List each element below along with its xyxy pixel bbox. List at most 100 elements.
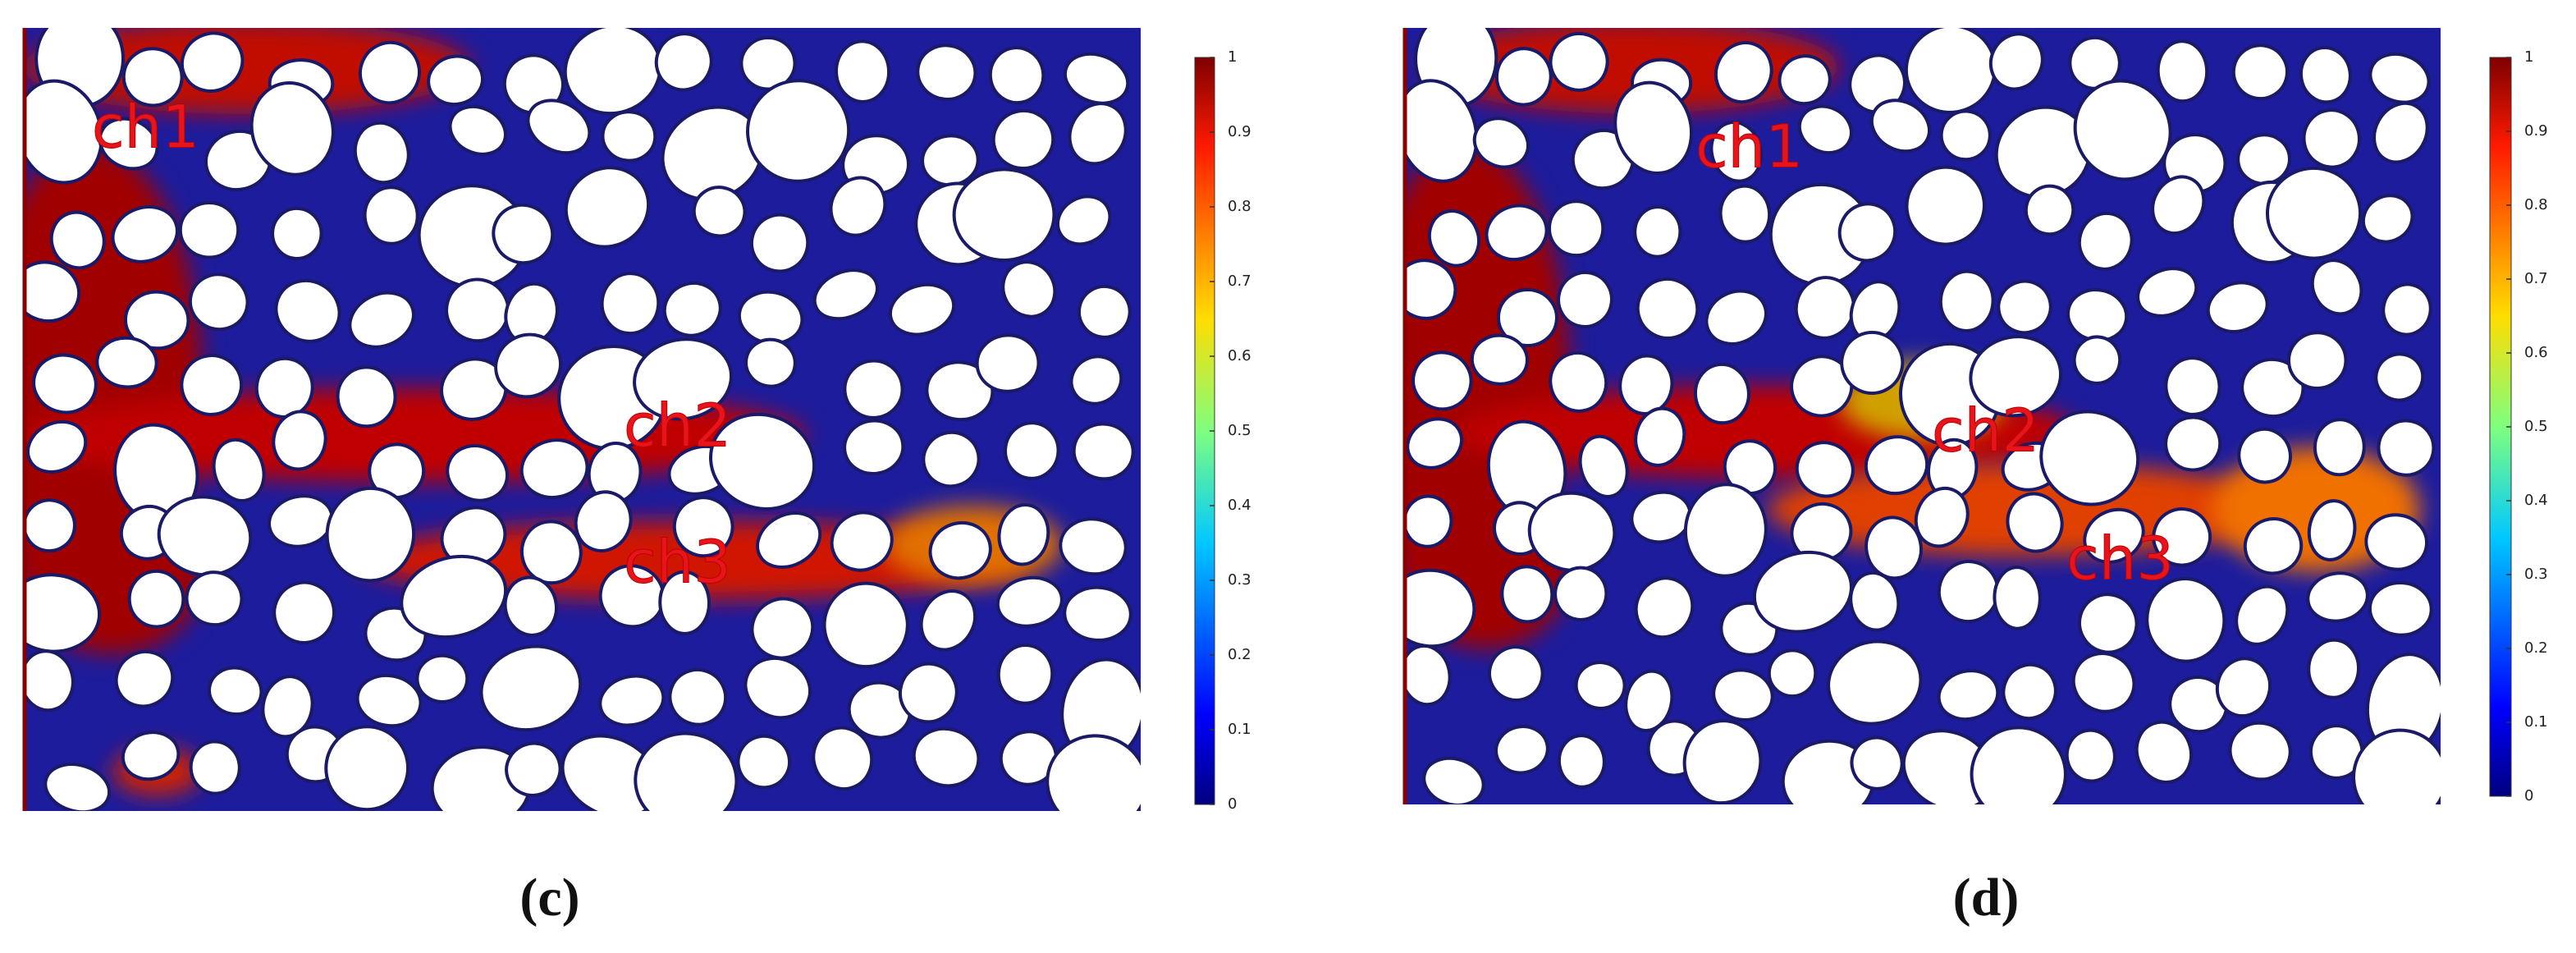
- grain: [2364, 513, 2429, 571]
- colorbar-tick-label: 0.7: [2524, 270, 2548, 287]
- grain: [1485, 204, 1549, 262]
- grain: [601, 110, 657, 163]
- grain: [1718, 184, 1772, 244]
- grain: [1412, 351, 1473, 411]
- porous-field: [23, 28, 1141, 811]
- colorbar-tick-label: 0.3: [2524, 566, 2548, 583]
- grain: [835, 39, 891, 103]
- grain: [1723, 439, 1778, 496]
- grain: [2228, 721, 2292, 781]
- colorbar-tick-label: 0.2: [1228, 646, 1251, 663]
- grain: [2006, 492, 2064, 553]
- grain: [1837, 202, 1897, 263]
- grain: [123, 290, 190, 351]
- grain: [415, 653, 469, 703]
- colorbar-tick-label: 1: [2524, 48, 2533, 66]
- grain: [658, 570, 711, 635]
- grain: [1547, 199, 1605, 258]
- grain: [812, 726, 874, 790]
- grain: [1939, 109, 1992, 162]
- grain: [2243, 517, 2304, 575]
- grain: [750, 597, 815, 660]
- grain: [1636, 277, 1700, 340]
- grain: [2151, 175, 2206, 236]
- grain: [2382, 282, 2432, 337]
- grain: [1068, 102, 1128, 166]
- colorbar-tick-label: 0.9: [2524, 122, 2548, 140]
- grain: [1937, 669, 2000, 722]
- grain: [995, 575, 1064, 628]
- grain: [98, 117, 159, 171]
- grain: [2286, 331, 2348, 391]
- grain: [519, 520, 583, 585]
- grain: [1633, 205, 1682, 259]
- grain: [975, 333, 1041, 393]
- grain: [180, 354, 244, 416]
- colorbar-tick-label: 0.9: [1228, 123, 1251, 140]
- grain: [2302, 108, 2361, 169]
- grain: [1905, 165, 1986, 246]
- grain: [2071, 652, 2136, 713]
- grain: [672, 496, 734, 558]
- grain: [26, 419, 88, 474]
- grain: [336, 365, 397, 428]
- grain: [1969, 335, 2063, 418]
- grain: [564, 166, 651, 249]
- grain: [1864, 435, 1929, 496]
- grain: [830, 511, 894, 572]
- grain: [2024, 184, 2075, 236]
- grain: [1618, 354, 1674, 415]
- grain: [2306, 571, 2369, 623]
- grain: [744, 657, 812, 720]
- channel-label: ch2: [624, 392, 731, 460]
- grain: [2073, 79, 2172, 181]
- grain: [479, 644, 583, 732]
- grain: [2237, 427, 2292, 484]
- grain: [1403, 79, 1479, 183]
- grain: [1840, 330, 1905, 395]
- grain: [502, 53, 565, 115]
- grain: [1069, 355, 1123, 405]
- grain: [912, 726, 981, 788]
- grain: [49, 210, 106, 270]
- grain: [633, 337, 734, 421]
- grain: [1557, 734, 1606, 789]
- grain: [1865, 515, 1923, 580]
- grain: [1712, 668, 1774, 722]
- colorbar-tick-label: 0.6: [2524, 344, 2548, 361]
- grain: [1997, 279, 2052, 335]
- grain: [1527, 491, 1617, 572]
- grain: [363, 186, 419, 245]
- grain: [355, 673, 423, 728]
- grain: [2156, 39, 2209, 103]
- grain: [1778, 54, 1832, 106]
- grain: [23, 649, 75, 712]
- colorbar-tick-label: 0.3: [1228, 571, 1251, 589]
- grain: [746, 79, 851, 183]
- grain: [996, 644, 1055, 705]
- grain: [2002, 662, 2057, 721]
- colorbar-tick-label: 0.4: [2524, 492, 2548, 509]
- grain: [2368, 52, 2431, 104]
- grain: [1634, 406, 1686, 467]
- grain: [1797, 104, 1853, 155]
- grain: [600, 272, 661, 336]
- grain: [446, 444, 509, 502]
- grain: [1682, 719, 1763, 804]
- grain: [2134, 720, 2194, 784]
- grain: [2374, 352, 2425, 402]
- colorbar-tick-label: 0.6: [1228, 347, 1251, 364]
- grain: [2072, 335, 2122, 385]
- grain: [208, 666, 263, 717]
- grain: [43, 763, 112, 811]
- colorbar: [2489, 57, 2512, 797]
- grain: [2361, 194, 2414, 244]
- grain: [1714, 41, 1773, 104]
- grain: [2307, 499, 2357, 561]
- colorbar-tick-label: 0.1: [1228, 721, 1251, 738]
- grain: [274, 278, 341, 343]
- grain: [2265, 166, 2363, 260]
- grain: [1045, 734, 1141, 811]
- grain: [2299, 45, 2352, 104]
- grain: [988, 46, 1045, 105]
